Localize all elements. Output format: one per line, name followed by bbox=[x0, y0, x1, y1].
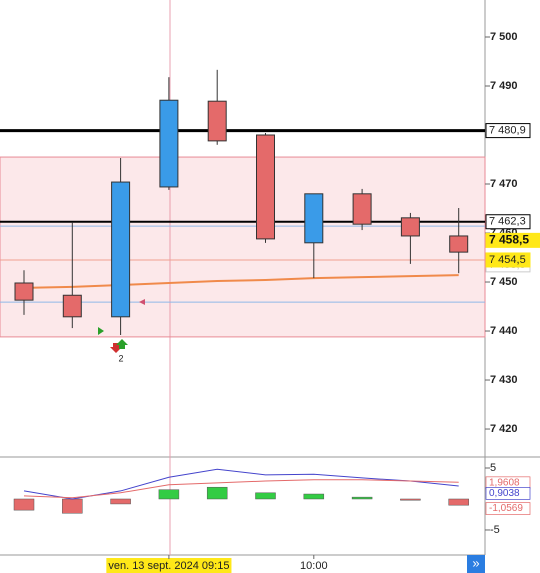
histogram-bar bbox=[400, 498, 421, 501]
histogram-bar bbox=[206, 486, 228, 500]
signal-triangle bbox=[98, 327, 104, 335]
signal-count: 2 bbox=[118, 353, 123, 363]
price-label-box bbox=[485, 123, 531, 139]
readout-label: -1,0569 bbox=[489, 503, 523, 514]
price-label: 7 480,9 bbox=[489, 125, 526, 137]
scroll-button[interactable] bbox=[467, 555, 485, 573]
candle-body bbox=[304, 193, 324, 244]
candle-body bbox=[159, 99, 179, 188]
y-tick-label: 7 420 bbox=[490, 423, 518, 435]
price-label: 7 454,5 bbox=[489, 254, 526, 266]
histogram-bar bbox=[13, 498, 35, 511]
readout-label: 0,9038 bbox=[489, 488, 520, 499]
x-tick-label: ven. 13 sept. 2024 09:15 bbox=[108, 560, 229, 572]
price-label-box bbox=[485, 252, 531, 268]
y-tick-label: 7 470 bbox=[490, 178, 518, 190]
histogram-bar bbox=[62, 498, 83, 514]
readout-box bbox=[485, 487, 531, 500]
signal-arrow-up bbox=[116, 339, 128, 349]
price-label: 7 462,3 bbox=[489, 216, 526, 228]
crosshair-time-box bbox=[106, 558, 232, 573]
x-tick-label: 10:00 bbox=[300, 560, 328, 572]
price-label-box bbox=[485, 232, 540, 248]
y-tick-label: 7 440 bbox=[490, 325, 518, 337]
readout-box bbox=[485, 502, 531, 515]
histogram-bar bbox=[255, 492, 276, 500]
histogram-bar bbox=[110, 498, 131, 505]
scroll-icon[interactable]: » bbox=[472, 555, 479, 570]
y-tick-label: 7 500 bbox=[490, 31, 518, 43]
histogram-bar bbox=[351, 496, 373, 500]
y-tick-label: 7 430 bbox=[490, 374, 518, 386]
y-tick-label: 5 bbox=[490, 462, 496, 474]
histogram-bar bbox=[448, 498, 469, 506]
signal-triangle-left bbox=[139, 299, 145, 305]
y-tick-label: 7 490 bbox=[490, 80, 518, 92]
histogram-bar bbox=[303, 493, 325, 500]
price-label: 7 458,5 bbox=[489, 233, 529, 247]
candle-body bbox=[207, 100, 227, 142]
candle-body bbox=[400, 217, 420, 237]
candle-body bbox=[14, 282, 34, 301]
y-tick-label: 7 450 bbox=[490, 276, 518, 288]
candle-body bbox=[449, 235, 469, 253]
histogram-bar bbox=[158, 489, 180, 500]
candle-body bbox=[111, 181, 131, 318]
y-tick-label: -5 bbox=[490, 524, 500, 536]
price-label-box bbox=[485, 214, 531, 230]
indicator-line bbox=[23, 479, 459, 499]
candle-body bbox=[256, 134, 275, 240]
candle-body bbox=[62, 294, 82, 318]
moving-average bbox=[23, 274, 459, 289]
candle-body bbox=[352, 193, 372, 225]
readout-label: 1,9608 bbox=[489, 477, 520, 488]
